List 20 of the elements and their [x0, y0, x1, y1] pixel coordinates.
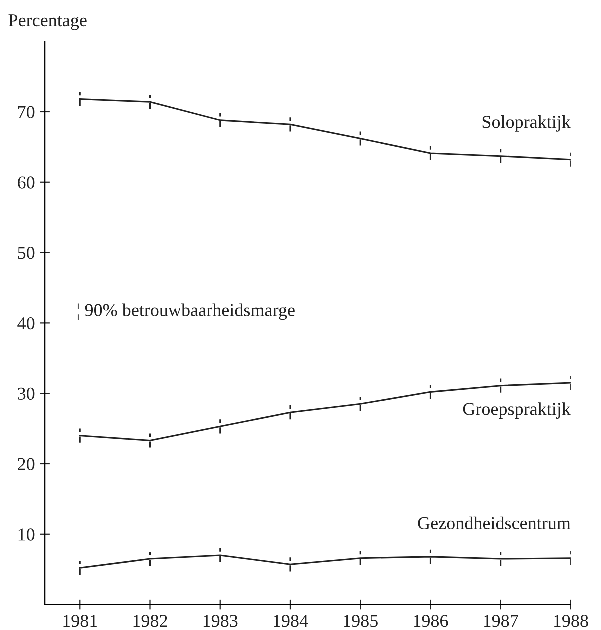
annotation: ¦ 90% betrouwbaarheidsmarge — [78, 304, 295, 320]
x-tick-label: 1985 — [344, 615, 378, 628]
x-tick-label: 1988 — [554, 615, 588, 628]
y-tick-label: 10 — [18, 528, 35, 541]
x-tick-label: 1987 — [484, 615, 518, 628]
y-tick-label: 30 — [18, 388, 35, 400]
series-label: Groepspraktijk — [463, 402, 571, 419]
x-tick-label: 1981 — [64, 615, 98, 628]
y-tick-label: 40 — [18, 317, 35, 330]
y-tick-label: 60 — [18, 176, 35, 189]
x-tick-label: 1982 — [134, 615, 168, 628]
y-tick-label: 70 — [18, 106, 35, 118]
x-tick-label: 1983 — [204, 615, 238, 628]
x-tick-label: 1984 — [274, 615, 308, 628]
series-label: Solopraktijk — [482, 116, 571, 132]
x-tick-label: 1986 — [414, 615, 448, 628]
y-axis-title: Percentage — [8, 14, 87, 30]
y-tick-label: 50 — [18, 247, 35, 260]
y-tick-label: 20 — [18, 458, 35, 470]
series-label: Gezondheidscentrum — [418, 516, 571, 530]
